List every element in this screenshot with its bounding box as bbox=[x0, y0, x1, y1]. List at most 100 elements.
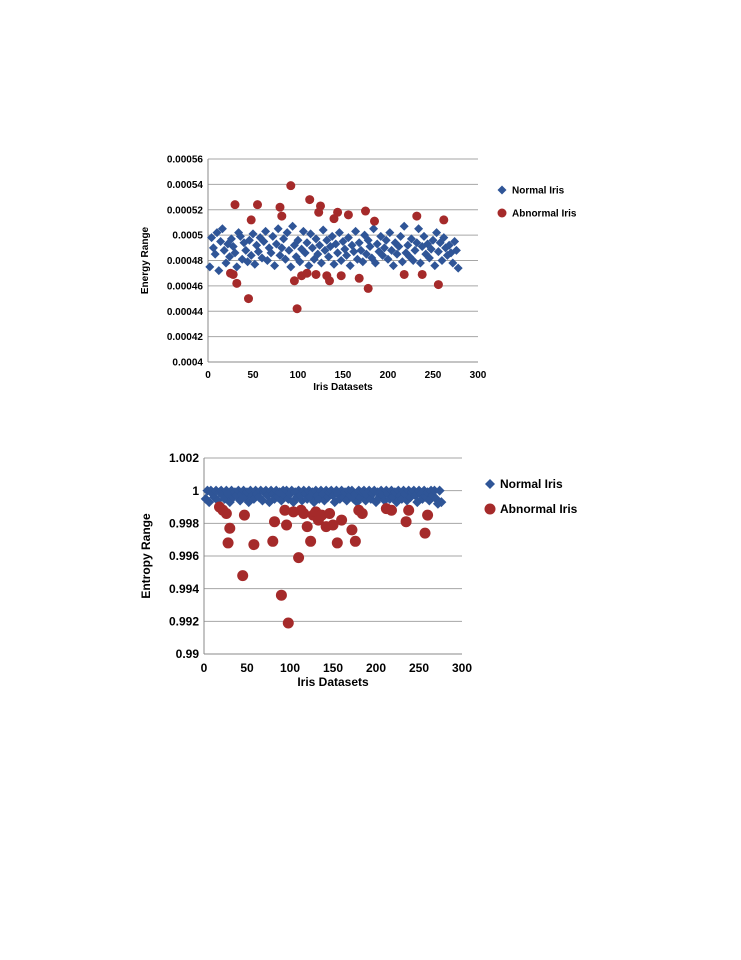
normal-iris-point bbox=[358, 485, 369, 496]
normal-iris-point bbox=[212, 495, 223, 506]
normal-iris-point bbox=[331, 239, 341, 249]
normal-iris-point bbox=[313, 249, 323, 259]
abnormal-iris-point bbox=[412, 211, 422, 221]
abnormal-iris-point bbox=[316, 201, 325, 211]
normal-iris-point bbox=[356, 245, 366, 255]
normal-iris-point bbox=[431, 493, 442, 504]
normal-iris-point bbox=[329, 259, 339, 269]
x-tick-label: 100 bbox=[280, 661, 300, 675]
normal-iris-point bbox=[412, 238, 422, 248]
normal-iris-point bbox=[372, 239, 382, 249]
abnormal-iris-point bbox=[246, 215, 256, 225]
y-tick-label: 0.00042 bbox=[167, 332, 204, 343]
normal-iris-point bbox=[270, 261, 280, 271]
normal-iris-point bbox=[378, 250, 388, 260]
abnormal-iris-point bbox=[311, 269, 321, 279]
abnormal-iris-point bbox=[336, 271, 346, 281]
normal-iris-point bbox=[204, 497, 215, 508]
normal-iris-point bbox=[433, 247, 443, 257]
x-tick-label: 0 bbox=[205, 370, 211, 381]
x-tick-label: 250 bbox=[425, 370, 442, 381]
normal-iris-point bbox=[226, 234, 236, 244]
normal-iris-point bbox=[217, 224, 227, 234]
normal-iris-point bbox=[309, 254, 319, 264]
x-tick-label: 250 bbox=[409, 661, 429, 675]
normal-iris-point bbox=[327, 231, 337, 241]
normal-iris-point bbox=[257, 495, 268, 506]
normal-iris-point bbox=[264, 243, 274, 253]
abnormal-iris-point bbox=[292, 304, 302, 314]
abnormal-iris-point bbox=[232, 278, 242, 288]
abnormal-iris-point bbox=[343, 210, 353, 220]
normal-iris-point bbox=[439, 233, 449, 243]
normal-iris-point bbox=[384, 493, 395, 504]
normal-iris-point bbox=[358, 257, 368, 267]
normal-iris-point bbox=[230, 248, 240, 258]
normal-iris-point bbox=[208, 243, 218, 253]
abnormal-iris-point bbox=[333, 207, 343, 217]
normal-iris-point bbox=[397, 257, 407, 267]
normal-iris-point bbox=[298, 226, 308, 236]
normal-iris-point bbox=[288, 221, 298, 231]
normal-iris-point bbox=[343, 233, 353, 243]
abnormal-iris-point bbox=[349, 535, 361, 547]
normal-iris-point bbox=[235, 231, 245, 241]
abnormal-iris-point bbox=[302, 268, 312, 278]
normal-iris-point bbox=[248, 229, 258, 239]
normal-iris-point bbox=[426, 244, 436, 254]
legend-normal-marker bbox=[497, 185, 507, 195]
abnormal-iris-point bbox=[305, 195, 315, 205]
y-tick-label: 1.002 bbox=[169, 451, 199, 465]
normal-iris-point bbox=[338, 236, 348, 246]
y-tick-label: 0.992 bbox=[169, 615, 199, 629]
normal-iris-point bbox=[453, 263, 463, 273]
normal-iris-point bbox=[279, 234, 289, 244]
abnormal-iris-point bbox=[281, 519, 293, 531]
normal-iris-point bbox=[272, 492, 283, 503]
normal-iris-point bbox=[318, 225, 328, 235]
normal-iris-point bbox=[216, 236, 226, 246]
abnormal-iris-point bbox=[244, 294, 253, 304]
abnormal-iris-point bbox=[403, 504, 415, 516]
abnormal-iris-point bbox=[305, 535, 317, 547]
normal-iris-point bbox=[293, 235, 303, 245]
normal-iris-point bbox=[262, 256, 272, 265]
normal-iris-point bbox=[432, 228, 442, 238]
normal-iris-point bbox=[273, 224, 283, 234]
normal-iris-point bbox=[410, 245, 420, 255]
normal-iris-point bbox=[352, 254, 362, 264]
normal-iris-point bbox=[277, 243, 287, 253]
legend-abnormal-marker bbox=[497, 208, 507, 218]
normal-iris-point bbox=[284, 245, 294, 255]
normal-iris-point bbox=[399, 221, 409, 231]
normal-iris-point bbox=[200, 493, 211, 504]
normal-iris-point bbox=[376, 231, 386, 241]
normal-iris-point bbox=[237, 254, 247, 264]
abnormal-iris-point bbox=[289, 276, 299, 286]
legend-normal-label: Normal Iris bbox=[500, 477, 563, 491]
normal-iris-point bbox=[347, 240, 357, 250]
normal-iris-point bbox=[370, 258, 380, 268]
legend-abnormal-label: Abnormal Iris bbox=[512, 209, 577, 220]
abnormal-iris-point bbox=[282, 617, 294, 629]
y-tick-label: 0.00044 bbox=[167, 307, 204, 318]
normal-iris-point bbox=[268, 231, 278, 241]
normal-iris-point bbox=[336, 256, 346, 265]
x-axis-label: Iris Datasets bbox=[313, 382, 373, 393]
normal-iris-point bbox=[437, 256, 447, 265]
abnormal-iris-point bbox=[356, 508, 368, 520]
normal-iris-point bbox=[450, 236, 460, 246]
normal-iris-point bbox=[340, 244, 350, 254]
normal-iris-point bbox=[266, 248, 276, 258]
normal-iris-point bbox=[424, 253, 434, 263]
normal-iris-point bbox=[390, 238, 400, 248]
normal-iris-point bbox=[423, 239, 433, 249]
abnormal-iris-point bbox=[253, 200, 262, 210]
abnormal-iris-point bbox=[269, 516, 281, 528]
normal-iris-point bbox=[275, 250, 285, 260]
y-tick-label: 0.00054 bbox=[167, 180, 204, 191]
abnormal-iris-point bbox=[325, 276, 334, 286]
abnormal-iris-point bbox=[327, 519, 339, 531]
y-tick-label: 0.998 bbox=[169, 517, 199, 531]
x-tick-label: 300 bbox=[470, 370, 487, 381]
